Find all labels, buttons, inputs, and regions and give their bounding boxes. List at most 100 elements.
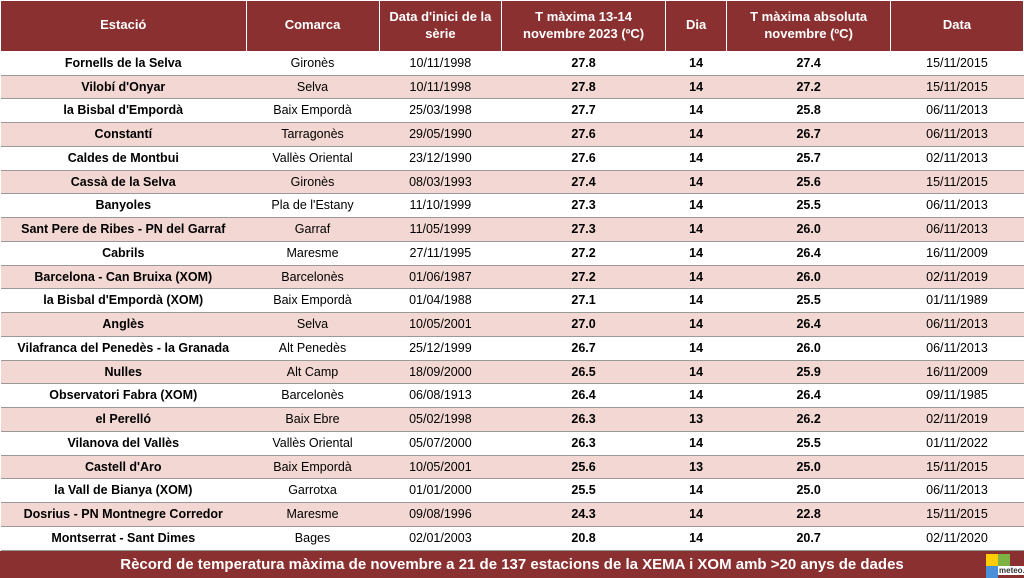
table-cell: 23/12/1990 [379, 146, 502, 170]
table-row: la Bisbal d'EmpordàBaix Empordà25/03/199… [1, 99, 1024, 123]
table-cell: Maresme [246, 503, 379, 527]
table-cell: 14 [665, 313, 726, 337]
table-row: Cassà de la SelvaGironès08/03/199327.414… [1, 170, 1024, 194]
meteo-logo-text: meteo.c [998, 566, 1024, 575]
table-cell: 02/11/2019 [890, 265, 1023, 289]
table-row: BanyolesPla de l'Estany11/10/199927.3142… [1, 194, 1024, 218]
table-cell: 20.7 [727, 526, 891, 550]
table-cell: 14 [665, 526, 726, 550]
table-cell: 05/07/2000 [379, 431, 502, 455]
table-cell: Pla de l'Estany [246, 194, 379, 218]
table-cell: 14 [665, 336, 726, 360]
table-cell: 02/01/2003 [379, 526, 502, 550]
table-cell: 27.4 [502, 170, 666, 194]
table-cell: 26.0 [727, 336, 891, 360]
table-cell: 26.7 [727, 123, 891, 147]
table-cell: 16/11/2009 [890, 241, 1023, 265]
table-cell: 25.0 [727, 479, 891, 503]
table-cell: Alt Penedès [246, 336, 379, 360]
table-cell: 27/11/1995 [379, 241, 502, 265]
table-cell: Baix Empordà [246, 455, 379, 479]
table-cell: 01/11/2022 [890, 431, 1023, 455]
table-cell: 26.7 [502, 336, 666, 360]
table-cell: 10/05/2001 [379, 455, 502, 479]
table-cell: 02/11/2013 [890, 146, 1023, 170]
meteo-logo: meteo.c [986, 554, 1022, 578]
table-cell: 01/06/1987 [379, 265, 502, 289]
table-cell: 14 [665, 431, 726, 455]
table-row: NullesAlt Camp18/09/200026.51425.916/11/… [1, 360, 1024, 384]
table-cell: 25.5 [727, 431, 891, 455]
table-cell: 14 [665, 265, 726, 289]
table-cell: Garrotxa [246, 479, 379, 503]
table-cell: 27.2 [727, 75, 891, 99]
table-row: ConstantíTarragonès29/05/199027.61426.70… [1, 123, 1024, 147]
table-cell: Baix Empordà [246, 99, 379, 123]
table-cell: 14 [665, 218, 726, 242]
table-cell: 26.3 [502, 408, 666, 432]
table-cell: 27.8 [502, 51, 666, 75]
table-cell: Bages [246, 526, 379, 550]
table-cell: 20.8 [502, 526, 666, 550]
table-cell: Vilanova del Vallès [1, 431, 247, 455]
table-cell: Selva [246, 313, 379, 337]
table-cell: 16/11/2009 [890, 360, 1023, 384]
table-cell: 26.5 [502, 360, 666, 384]
table-cell: 14 [665, 384, 726, 408]
table-cell: 01/11/1989 [890, 289, 1023, 313]
table-cell: Sant Pere de Ribes - PN del Garraf [1, 218, 247, 242]
table-cell: 13 [665, 408, 726, 432]
table-cell: 25/12/1999 [379, 336, 502, 360]
table-cell: 09/11/1985 [890, 384, 1023, 408]
table-cell: 26.4 [727, 384, 891, 408]
table-cell: Maresme [246, 241, 379, 265]
table-cell: 26.4 [727, 313, 891, 337]
table-cell: Cabrils [1, 241, 247, 265]
table-cell: 14 [665, 146, 726, 170]
table-body: Fornells de la SelvaGironès10/11/199827.… [1, 51, 1024, 550]
col-tmax-2023: T màxima 13-14 novembre 2023 (ºC) [502, 1, 666, 52]
table-cell: 26.0 [727, 218, 891, 242]
table-cell: Gironès [246, 170, 379, 194]
table-cell: 26.3 [502, 431, 666, 455]
table-cell: Castell d'Aro [1, 455, 247, 479]
col-dia: Dia [665, 1, 726, 52]
table-cell: Vallès Oriental [246, 146, 379, 170]
table-cell: 25/03/1998 [379, 99, 502, 123]
table-cell: 27.2 [502, 265, 666, 289]
col-data-inici: Data d'inici de la sèrie [379, 1, 502, 52]
temperature-table-container: Estació Comarca Data d'inici de la sèrie… [0, 0, 1024, 578]
table-cell: 25.9 [727, 360, 891, 384]
table-cell: Barcelonès [246, 265, 379, 289]
table-cell: 14 [665, 479, 726, 503]
table-cell: Cassà de la Selva [1, 170, 247, 194]
table-cell: 27.0 [502, 313, 666, 337]
table-cell: Banyoles [1, 194, 247, 218]
table-cell: 25.6 [727, 170, 891, 194]
table-row: Castell d'AroBaix Empordà10/05/200125.61… [1, 455, 1024, 479]
table-cell: 26.4 [502, 384, 666, 408]
table-cell: 25.5 [727, 194, 891, 218]
table-cell: 27.4 [727, 51, 891, 75]
table-cell: 27.3 [502, 194, 666, 218]
table-cell: 15/11/2015 [890, 51, 1023, 75]
table-cell: 14 [665, 123, 726, 147]
table-cell: 06/11/2013 [890, 313, 1023, 337]
table-cell: Observatori Fabra (XOM) [1, 384, 247, 408]
table-cell: Montserrat - Sant Dimes [1, 526, 247, 550]
table-cell: Anglès [1, 313, 247, 337]
table-row: Barcelona - Can Bruixa (XOM)Barcelonès01… [1, 265, 1024, 289]
table-cell: Barcelona - Can Bruixa (XOM) [1, 265, 247, 289]
table-cell: Dosrius - PN Montnegre Corredor [1, 503, 247, 527]
table-cell: la Bisbal d'Empordà (XOM) [1, 289, 247, 313]
table-cell: 24.3 [502, 503, 666, 527]
table-cell: Fornells de la Selva [1, 51, 247, 75]
table-cell: 14 [665, 194, 726, 218]
table-cell: 15/11/2015 [890, 455, 1023, 479]
table-row: CabrilsMaresme27/11/199527.21426.416/11/… [1, 241, 1024, 265]
table-cell: 14 [665, 51, 726, 75]
table-cell: 06/11/2013 [890, 218, 1023, 242]
table-row: la Vall de Bianya (XOM)Garrotxa01/01/200… [1, 479, 1024, 503]
table-cell: 11/05/1999 [379, 218, 502, 242]
table-cell: 22.8 [727, 503, 891, 527]
